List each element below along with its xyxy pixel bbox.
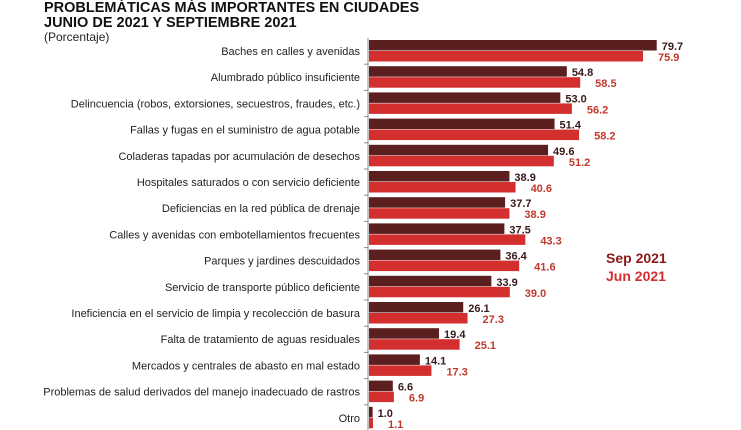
category-label: Falta de tratamiento de aguas residuales [161, 334, 361, 346]
bar-jun [369, 365, 432, 376]
data-label: 58.5 [595, 78, 616, 90]
chart-subtitle: (Porcentaje) [44, 30, 110, 44]
category-label: Problemas de salud derivados del manejo … [43, 387, 360, 399]
category-label: Alumbrado público insuficiente [211, 72, 360, 84]
bar-sep [369, 92, 561, 103]
bar-jun [369, 286, 510, 298]
bar-sep [369, 328, 440, 339]
category-label: Fallas y fugas en el suministro de agua … [130, 125, 360, 137]
category-label: Baches en calles y avenidas [221, 46, 360, 58]
chart-title: PROBLEMÁTICAS MÁS IMPORTANTES EN CIUDADE… [44, 0, 420, 16]
data-label: 17.3 [446, 366, 467, 378]
bar-sep [369, 354, 420, 365]
data-label: 58.2 [594, 131, 615, 143]
data-label: 38.9 [514, 172, 535, 184]
bar-jun [369, 77, 581, 88]
bar-sep [369, 302, 464, 313]
category-label: Parques y jardines descuidados [204, 256, 360, 268]
bar-jun [369, 339, 460, 350]
bar-sep [369, 40, 657, 51]
bar-sep [369, 380, 393, 392]
data-label: 37.7 [510, 198, 531, 210]
bar-jun [369, 417, 373, 429]
bar-jun [369, 129, 580, 141]
bar-sep [369, 171, 510, 182]
data-label: 37.5 [509, 224, 530, 236]
bar-jun [369, 208, 510, 219]
data-label: 54.8 [572, 67, 593, 79]
data-label: 1.0 [378, 408, 393, 420]
category-label: Calles y avenidas con embotellamientos f… [109, 229, 360, 241]
data-label: 14.1 [425, 355, 446, 367]
data-label: 43.3 [540, 235, 561, 247]
category-label: Otro [339, 413, 360, 425]
bar-jun [369, 391, 394, 403]
data-label: 41.6 [534, 262, 555, 274]
bar-sep [369, 197, 506, 208]
bar-jun [369, 260, 520, 272]
bar-jun [369, 313, 468, 324]
bar-sep [369, 406, 373, 418]
bar-jun [369, 234, 526, 245]
category-label: Ineficiencia en el servicio de limpia y … [71, 308, 360, 320]
category-label: Coladeras tapadas por acumulación de des… [118, 151, 360, 163]
data-label: 79.7 [662, 41, 683, 53]
data-label: 51.4 [560, 120, 582, 132]
bar-jun [369, 155, 554, 167]
bar-sep [369, 275, 492, 287]
data-label: 6.6 [398, 382, 413, 394]
data-label: 19.4 [444, 329, 466, 341]
data-label: 6.9 [409, 393, 424, 405]
bar-jun [369, 51, 643, 62]
chart-title-line2: JUNIO DE 2021 Y SEPTIEMBRE 2021 [44, 15, 297, 31]
bar-sep [369, 144, 549, 156]
bar-sep [369, 66, 567, 77]
bar-sep [369, 223, 505, 234]
data-label: 26.1 [468, 303, 489, 315]
bar-jun [369, 182, 516, 193]
data-label: 51.2 [569, 157, 590, 169]
bar-jun [369, 103, 572, 114]
data-label: 27.3 [483, 314, 504, 326]
data-label: 56.2 [587, 104, 608, 116]
category-label: Servicio de transporte público deficient… [165, 282, 360, 294]
bar-sep [369, 249, 501, 261]
legend-jun: Jun 2021 [606, 268, 666, 284]
legend-sep: Sep 2021 [606, 250, 667, 266]
category-label: Hospitales saturados o con servicio defi… [137, 177, 360, 189]
data-label: 39.0 [525, 288, 546, 300]
data-label: 36.4 [505, 251, 527, 263]
data-label: 1.1 [388, 419, 403, 430]
data-label: 25.1 [475, 340, 496, 352]
category-label: Mercados y centrales de abasto en mal es… [132, 360, 360, 372]
data-label: 49.6 [553, 146, 574, 158]
data-label: 33.9 [496, 277, 517, 289]
data-label: 40.6 [531, 183, 552, 195]
bar-sep [369, 118, 555, 130]
data-label: 38.9 [524, 209, 545, 221]
category-label: Deficiencias en la red pública de drenaj… [162, 203, 360, 215]
category-label: Delincuencia (robos, extorsiones, secues… [71, 98, 360, 110]
data-label: 75.9 [658, 52, 679, 64]
data-label: 53.0 [565, 93, 586, 105]
